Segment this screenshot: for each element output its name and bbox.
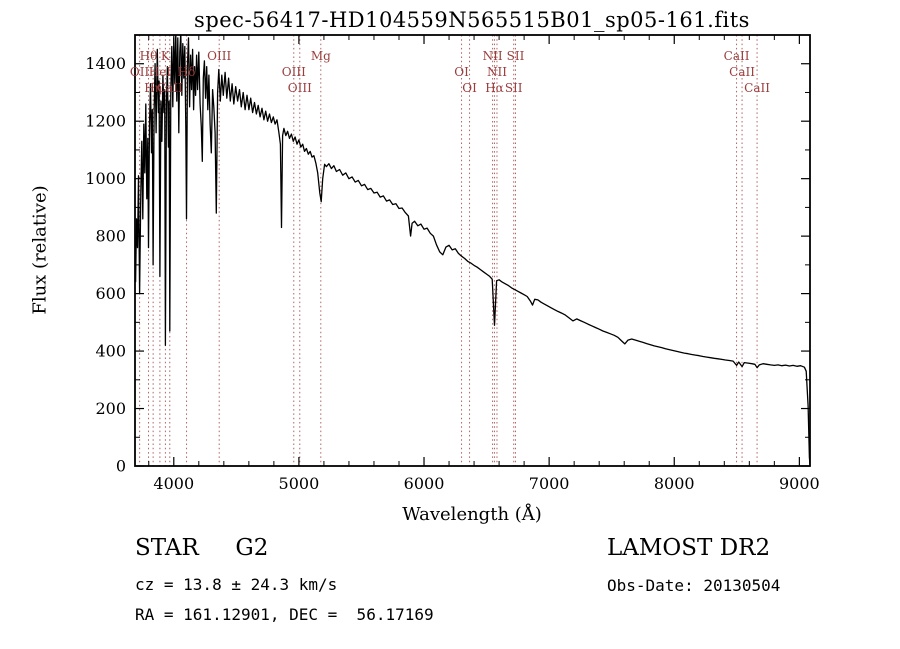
y-tick-label: 0 [116, 457, 126, 476]
x-tick-label: 5000 [279, 474, 320, 493]
spectral-line-label: OI [462, 81, 477, 95]
cz-value: cz = 13.8 ± 24.3 km/s [135, 575, 338, 594]
spectral-line-label: OIII [287, 81, 312, 95]
x-tick-label: 7000 [529, 474, 570, 493]
spectral-line-label: OII [129, 65, 150, 79]
x-tick-label: 9000 [779, 474, 820, 493]
x-tick-label: 4000 [153, 474, 194, 493]
spectral-line-label: Hη [144, 81, 162, 95]
y-tick-label: 400 [95, 342, 126, 361]
y-tick-label: 1000 [85, 169, 126, 188]
x-axis-label: Wavelength (Å) [402, 504, 542, 525]
y-tick-label: 1400 [85, 54, 126, 73]
spectral-line-label: Hθ [139, 49, 158, 63]
ra-dec-value: RA = 161.12901, DEC = 56.17169 [135, 605, 434, 624]
spectral-line-label: CaII [723, 49, 750, 63]
spectrum-curve [135, 35, 810, 465]
spectral-line-label: SII [504, 81, 523, 95]
spectral-line-label: CaII [744, 81, 771, 95]
spectral-line-label: OIII [281, 65, 306, 79]
obs-date: Obs-Date: 20130504 [607, 576, 781, 595]
spectral-line-label: CaII [729, 65, 756, 79]
plot-title: spec-56417-HD104559N565515B01_sp05-161.f… [194, 8, 750, 32]
y-tick-label: 1200 [85, 112, 126, 131]
spectral-line-label: OI [454, 65, 469, 79]
spectral-line-label: HeI [148, 65, 172, 79]
class-subclass-label: STAR G2 [135, 535, 269, 561]
spectral-line-label: OIII [207, 49, 232, 63]
y-tick-label: 800 [95, 227, 126, 246]
spectral-line-label: Mg [310, 49, 331, 63]
spectral-line-label: Hα [485, 81, 504, 95]
plot-border [134, 34, 811, 467]
survey-label: LAMOST DR2 [607, 535, 771, 561]
spectral-line-label: SII [506, 49, 525, 63]
x-tick-label: 6000 [404, 474, 445, 493]
x-tick-label: 8000 [654, 474, 695, 493]
spectral-line-label: NII [482, 49, 503, 63]
spectral-line-label: K [160, 49, 170, 63]
spectral-line-label: CaII [156, 81, 183, 95]
spectral-line-label: Hδ [177, 65, 196, 79]
spectral-line-label: NII [487, 65, 507, 79]
y-tick-label: 200 [95, 399, 126, 418]
y-tick-label: 600 [95, 284, 126, 303]
